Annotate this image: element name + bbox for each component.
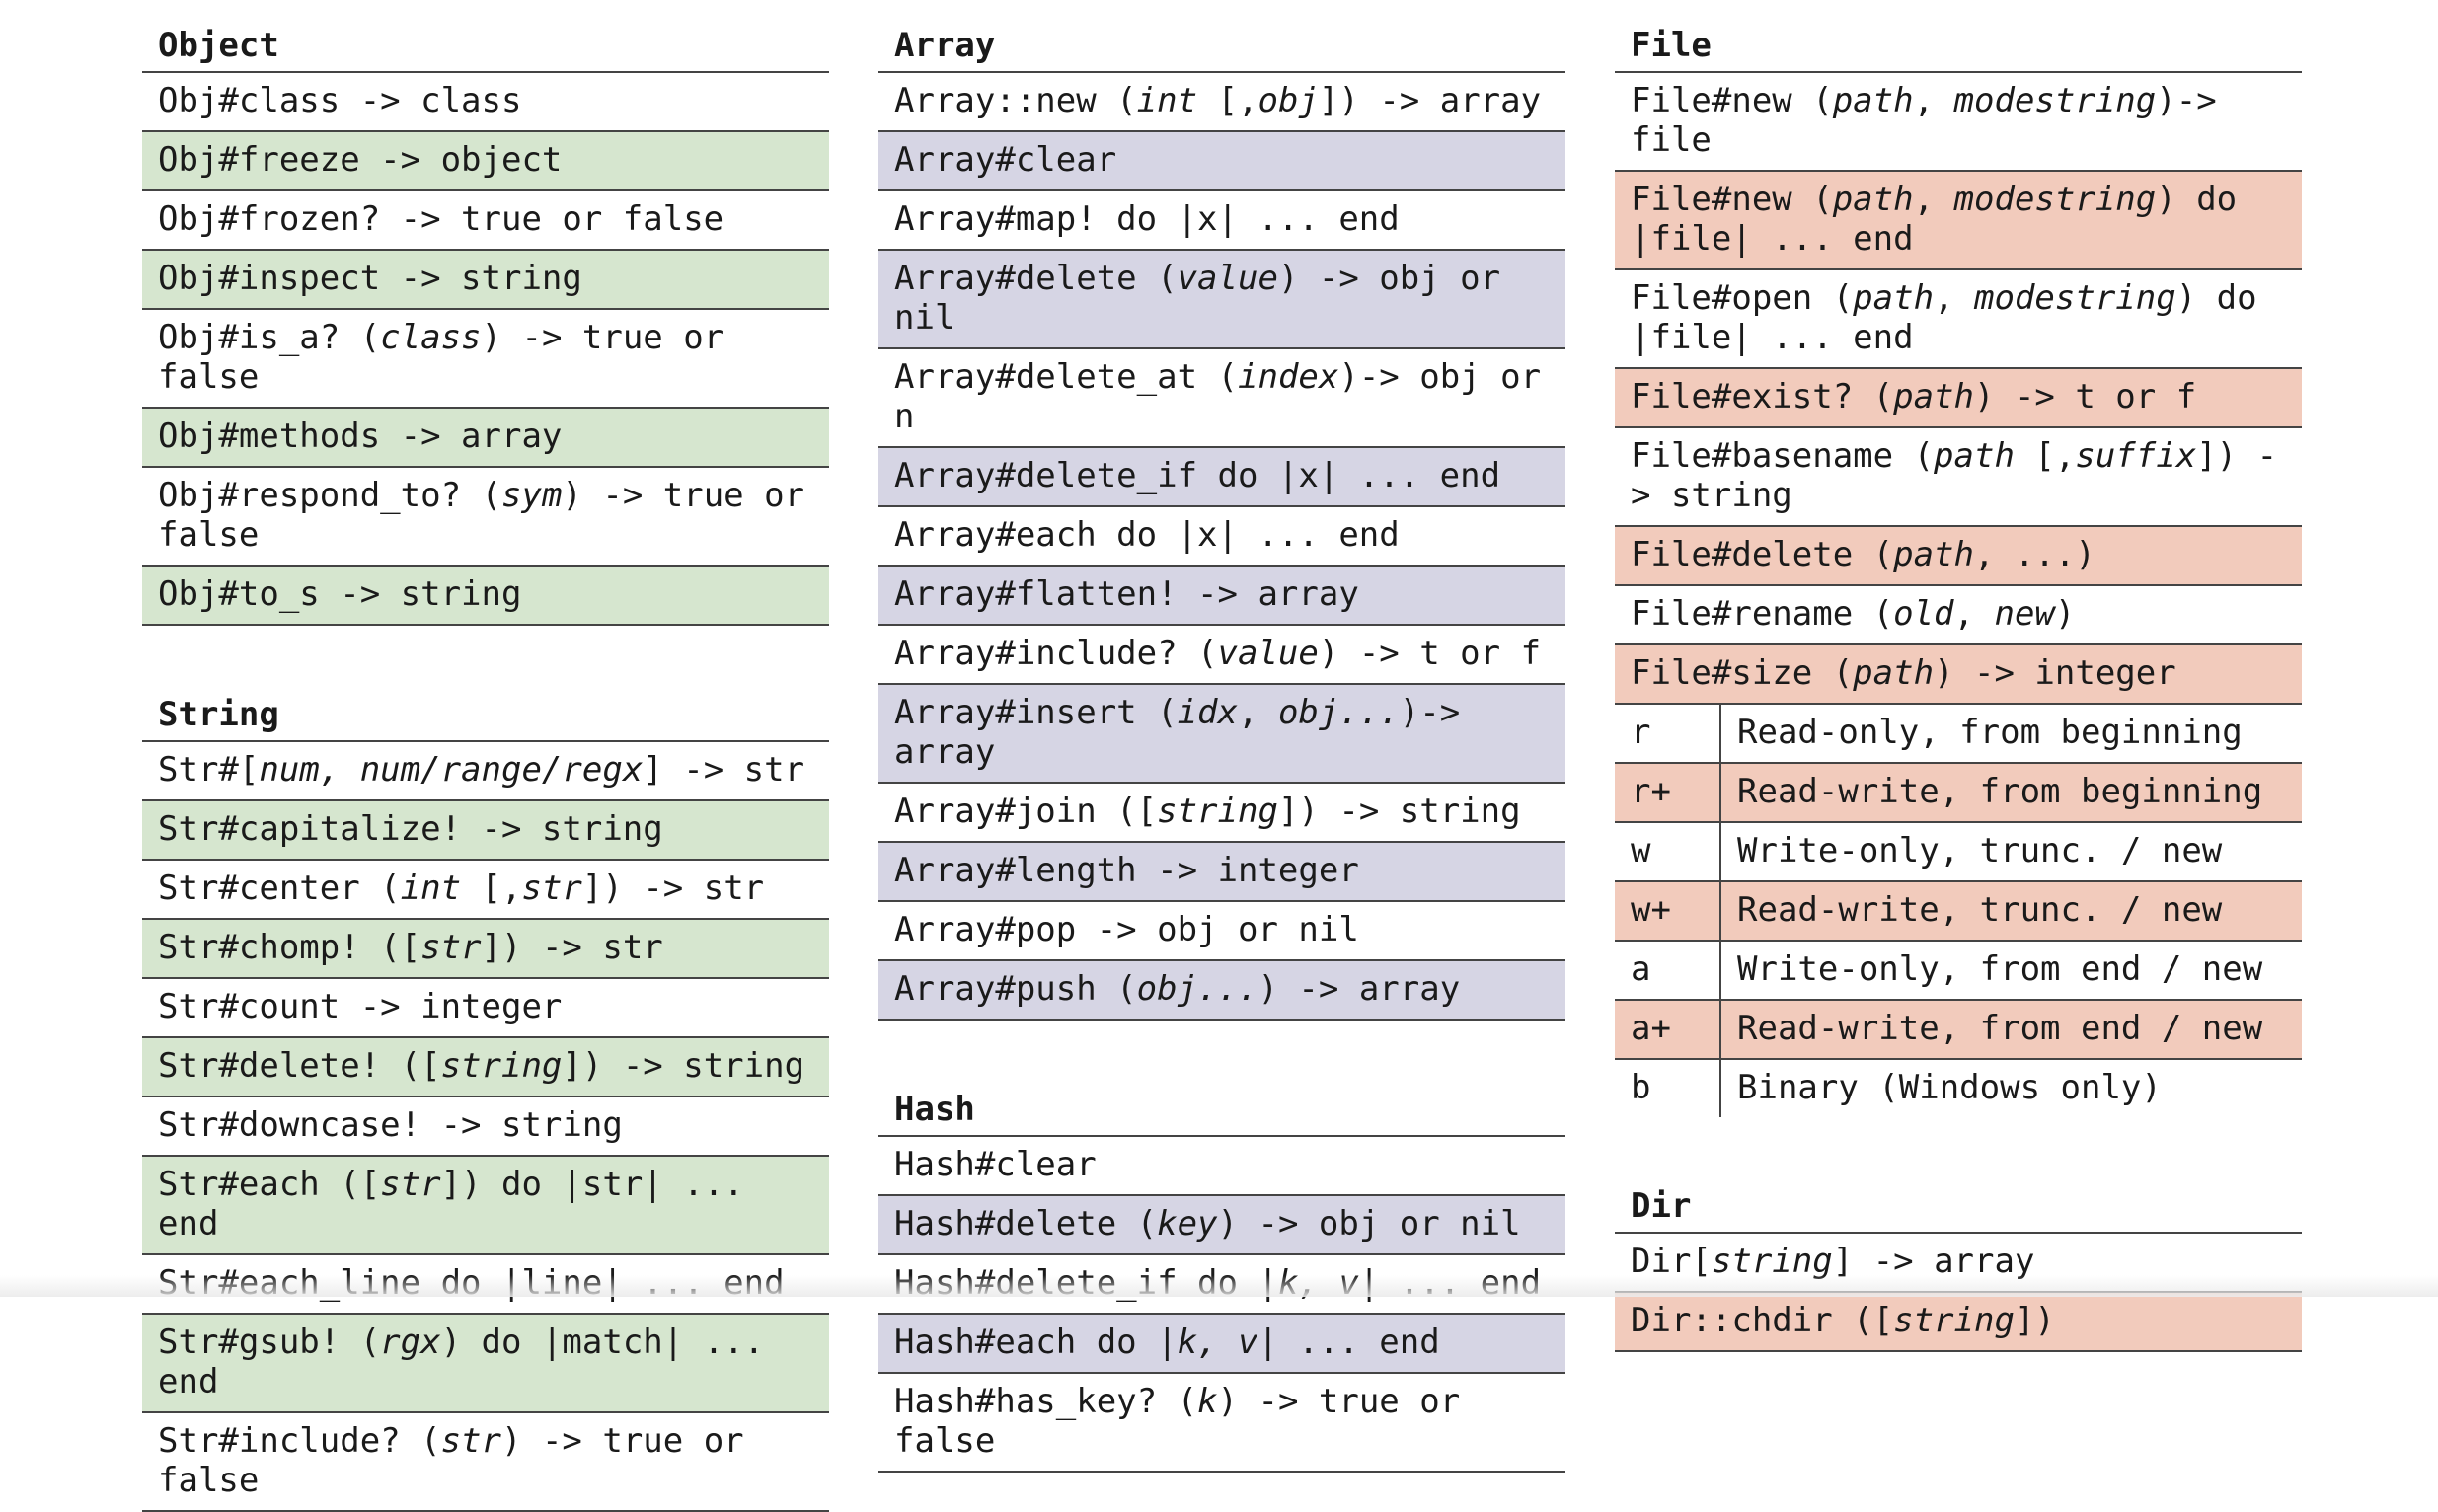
file-mode-key: w+ xyxy=(1615,882,1721,940)
section-dir: Dir Dir[string] -> array Dir::chdir ([st… xyxy=(1615,1117,2302,1352)
section-array: Array Array::new (int [,obj]) -> array A… xyxy=(878,0,1565,1021)
array-row: Array#each do |x| ... end xyxy=(878,507,1565,567)
string-row: Str#center (int [,str]) -> str xyxy=(142,861,829,920)
file-mode-desc: Read-write, from beginning xyxy=(1737,772,2263,811)
object-row: Obj#to_s -> string xyxy=(142,567,829,626)
file-row: File#delete (path, ...) xyxy=(1615,527,2302,586)
array-row: Array#delete_if do |x| ... end xyxy=(878,448,1565,507)
object-row: Obj#inspect -> string xyxy=(142,251,829,310)
file-mode-key: a xyxy=(1615,942,1721,999)
dir-row: Dir[string] -> array xyxy=(1615,1234,2302,1293)
section-file: File File#new (path, modestring)-> file … xyxy=(1615,0,2302,1117)
array-row: Array#pop -> obj or nil xyxy=(878,902,1565,961)
array-row: Array#clear xyxy=(878,132,1565,191)
string-row: Str#[num, num/range/regx] -> str xyxy=(142,742,829,801)
file-mode-row: a+ Read-write, from end / new xyxy=(1615,1001,2302,1060)
string-row: Str#downcase! -> string xyxy=(142,1097,829,1157)
file-mode-key: a+ xyxy=(1615,1001,1721,1058)
array-row: Array#map! do |x| ... end xyxy=(878,191,1565,251)
column-2: Array Array::new (int [,obj]) -> array A… xyxy=(878,0,1565,1473)
file-mode-desc: Write-only, from end / new xyxy=(1737,949,2263,989)
hash-row: Hash#delete (key) -> obj or nil xyxy=(878,1196,1565,1255)
file-mode-row: r+ Read-write, from beginning xyxy=(1615,764,2302,823)
string-row: Str#delete! ([string]) -> string xyxy=(142,1038,829,1097)
file-row: File#exist? (path) -> t or f xyxy=(1615,369,2302,428)
hash-row: Hash#has_key? (k) -> true or false xyxy=(878,1374,1565,1473)
bottom-fade xyxy=(0,1275,2438,1297)
file-mode-desc: Write-only, trunc. / new xyxy=(1737,831,2223,870)
file-row: File#new (path, modestring)-> file xyxy=(1615,73,2302,172)
file-row: File#size (path) -> integer xyxy=(1615,645,2302,705)
array-rows: Array::new (int [,obj]) -> array Array#c… xyxy=(878,73,1565,1021)
file-mode-key: b xyxy=(1615,1060,1721,1117)
file-mode-table: r Read-only, from beginning r+ Read-writ… xyxy=(1615,705,2302,1117)
array-row: Array#delete_at (index)-> obj or n xyxy=(878,349,1565,448)
file-row: File#new (path, modestring) do |file| ..… xyxy=(1615,172,2302,270)
object-row: Obj#class -> class xyxy=(142,73,829,132)
file-mode-row: w+ Read-write, trunc. / new xyxy=(1615,882,2302,942)
file-mode-row: w Write-only, trunc. / new xyxy=(1615,823,2302,882)
array-row: Array#insert (idx, obj...)-> array xyxy=(878,685,1565,784)
string-row: Str#include? (str) -> true or false xyxy=(142,1413,829,1512)
array-row: Array#join ([string]) -> string xyxy=(878,784,1565,843)
file-mode-key: r+ xyxy=(1615,764,1721,821)
section-title-dir: Dir xyxy=(1615,1117,2302,1234)
string-row: Str#chomp! ([str]) -> str xyxy=(142,920,829,979)
file-mode-row: a Write-only, from end / new xyxy=(1615,942,2302,1001)
section-title-object: Object xyxy=(142,0,829,73)
dir-row: Dir::chdir ([string]) xyxy=(1615,1293,2302,1352)
string-row: Str#capitalize! -> string xyxy=(142,801,829,861)
section-title-hash: Hash xyxy=(878,1021,1565,1137)
object-rows: Obj#class -> class Obj#freeze -> object … xyxy=(142,73,829,626)
file-mode-desc: Read-write, from end / new xyxy=(1737,1009,2263,1048)
section-title-array: Array xyxy=(878,0,1565,73)
file-mode-desc: Binary (Windows only) xyxy=(1737,1068,2162,1107)
file-mode-desc: Read-write, trunc. / new xyxy=(1737,890,2223,930)
string-rows: Str#[num, num/range/regx] -> str Str#cap… xyxy=(142,742,829,1512)
string-row: Str#count -> integer xyxy=(142,979,829,1038)
object-row: Obj#freeze -> object xyxy=(142,132,829,191)
hash-rows: Hash#clear Hash#delete (key) -> obj or n… xyxy=(878,1137,1565,1473)
object-row: Obj#is_a? (class) -> true or false xyxy=(142,310,829,409)
object-row: Obj#methods -> array xyxy=(142,409,829,468)
string-row: Str#each ([str]) do |str| ... end xyxy=(142,1157,829,1255)
array-row: Array#push (obj...) -> array xyxy=(878,961,1565,1021)
file-rows: File#new (path, modestring)-> file File#… xyxy=(1615,73,2302,705)
section-title-file: File xyxy=(1615,0,2302,73)
hash-row: Hash#clear xyxy=(878,1137,1565,1196)
section-title-string: String xyxy=(142,626,829,742)
file-row: File#open (path, modestring) do |file| .… xyxy=(1615,270,2302,369)
string-row: Str#gsub! (rgx) do |match| ... end xyxy=(142,1315,829,1413)
file-row: File#rename (old, new) xyxy=(1615,586,2302,645)
file-mode-key: w xyxy=(1615,823,1721,880)
object-row: Obj#respond_to? (sym) -> true or false xyxy=(142,468,829,567)
file-mode-row: r Read-only, from beginning xyxy=(1615,705,2302,764)
hash-row: Hash#each do |k, v| ... end xyxy=(878,1315,1565,1374)
section-object: Object Obj#class -> class Obj#freeze -> … xyxy=(142,0,829,626)
file-mode-row: b Binary (Windows only) xyxy=(1615,1060,2302,1117)
section-string: String Str#[num, num/range/regx] -> str … xyxy=(142,626,829,1512)
file-row: File#basename (path [,suffix]) -> string xyxy=(1615,428,2302,527)
section-hash: Hash Hash#clear Hash#delete (key) -> obj… xyxy=(878,1021,1565,1473)
array-row: Array#include? (value) -> t or f xyxy=(878,626,1565,685)
array-row: Array#flatten! -> array xyxy=(878,567,1565,626)
array-row: Array::new (int [,obj]) -> array xyxy=(878,73,1565,132)
file-mode-desc: Read-only, from beginning xyxy=(1737,713,2243,752)
array-row: Array#length -> integer xyxy=(878,843,1565,902)
object-row: Obj#frozen? -> true or false xyxy=(142,191,829,251)
array-row: Array#delete (value) -> obj or nil xyxy=(878,251,1565,349)
column-3: File File#new (path, modestring)-> file … xyxy=(1615,0,2302,1352)
file-mode-key: r xyxy=(1615,705,1721,762)
